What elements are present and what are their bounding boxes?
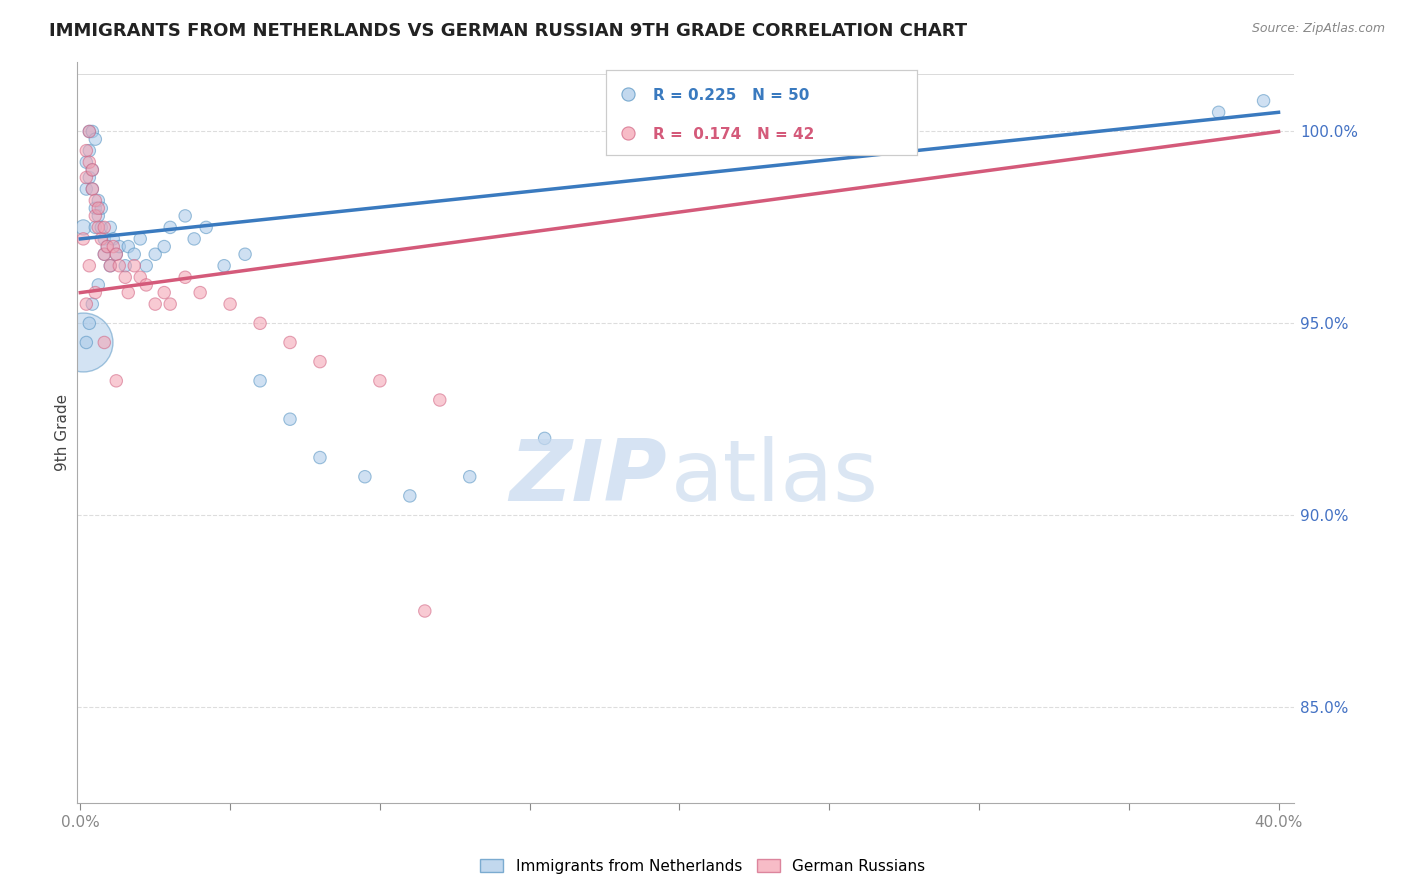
Point bbox=[278, 412, 301, 426]
Point bbox=[79, 124, 101, 138]
Point bbox=[114, 259, 136, 273]
Point bbox=[122, 247, 145, 261]
Point bbox=[75, 182, 97, 196]
Point bbox=[249, 374, 271, 388]
Point bbox=[1253, 94, 1275, 108]
Point bbox=[84, 209, 107, 223]
Point bbox=[219, 297, 242, 311]
Point bbox=[98, 259, 121, 273]
Point bbox=[533, 431, 555, 445]
Point bbox=[103, 232, 125, 246]
Point bbox=[93, 247, 115, 261]
Point bbox=[72, 220, 94, 235]
Text: Source: ZipAtlas.com: Source: ZipAtlas.com bbox=[1251, 22, 1385, 36]
Point bbox=[103, 239, 125, 253]
Point bbox=[96, 239, 118, 253]
Point bbox=[159, 297, 181, 311]
Point bbox=[105, 247, 128, 261]
Point bbox=[84, 194, 107, 208]
Point bbox=[79, 144, 101, 158]
Point bbox=[75, 170, 97, 185]
Point bbox=[96, 239, 118, 253]
Point bbox=[87, 220, 110, 235]
Point bbox=[93, 220, 115, 235]
Point bbox=[93, 232, 115, 246]
Point bbox=[233, 247, 256, 261]
Point bbox=[84, 132, 107, 146]
Point bbox=[98, 259, 121, 273]
Point bbox=[195, 220, 218, 235]
Point bbox=[135, 277, 157, 292]
Point bbox=[82, 162, 104, 177]
Point bbox=[153, 285, 176, 300]
Point bbox=[188, 285, 211, 300]
Text: IMMIGRANTS FROM NETHERLANDS VS GERMAN RUSSIAN 9TH GRADE CORRELATION CHART: IMMIGRANTS FROM NETHERLANDS VS GERMAN RU… bbox=[49, 22, 967, 40]
Point bbox=[159, 220, 181, 235]
Point bbox=[90, 232, 112, 246]
Point bbox=[79, 155, 101, 169]
Point bbox=[75, 335, 97, 350]
Point bbox=[93, 247, 115, 261]
Text: ZIP: ZIP bbox=[509, 435, 668, 518]
Point bbox=[429, 392, 451, 407]
Point bbox=[1208, 105, 1230, 120]
Point bbox=[87, 209, 110, 223]
Point bbox=[84, 201, 107, 215]
Y-axis label: 9th Grade: 9th Grade bbox=[55, 394, 70, 471]
Point bbox=[174, 270, 197, 285]
Point bbox=[105, 247, 128, 261]
Point bbox=[117, 239, 139, 253]
Point bbox=[368, 374, 391, 388]
Point bbox=[249, 316, 271, 330]
Point bbox=[129, 270, 152, 285]
Point bbox=[79, 124, 101, 138]
Point bbox=[75, 155, 97, 169]
Point bbox=[93, 335, 115, 350]
Point bbox=[108, 259, 131, 273]
Point bbox=[354, 469, 377, 483]
Legend: Immigrants from Netherlands, German Russians: Immigrants from Netherlands, German Russ… bbox=[474, 853, 932, 880]
Point bbox=[174, 209, 197, 223]
Point bbox=[79, 170, 101, 185]
Text: atlas: atlas bbox=[671, 435, 879, 518]
Point bbox=[183, 232, 205, 246]
Point bbox=[413, 604, 436, 618]
Point bbox=[108, 239, 131, 253]
Point bbox=[90, 201, 112, 215]
Point bbox=[84, 285, 107, 300]
Point bbox=[87, 194, 110, 208]
Point bbox=[309, 450, 332, 465]
Point bbox=[153, 239, 176, 253]
Point bbox=[212, 259, 235, 273]
Point bbox=[87, 201, 110, 215]
Point bbox=[787, 117, 810, 131]
Point bbox=[398, 489, 420, 503]
Point bbox=[72, 232, 94, 246]
Point bbox=[79, 259, 101, 273]
Point bbox=[122, 259, 145, 273]
Point bbox=[117, 285, 139, 300]
Point bbox=[79, 316, 101, 330]
Point bbox=[278, 335, 301, 350]
Point bbox=[82, 162, 104, 177]
Point bbox=[75, 144, 97, 158]
Point bbox=[84, 220, 107, 235]
Point bbox=[82, 124, 104, 138]
Point bbox=[135, 259, 157, 273]
Point bbox=[82, 182, 104, 196]
Point bbox=[87, 277, 110, 292]
Point bbox=[114, 270, 136, 285]
Point bbox=[82, 297, 104, 311]
Point bbox=[309, 354, 332, 368]
Point bbox=[72, 335, 94, 350]
Point bbox=[129, 232, 152, 246]
Point bbox=[90, 220, 112, 235]
Point bbox=[143, 297, 166, 311]
Point bbox=[82, 182, 104, 196]
Point bbox=[75, 297, 97, 311]
Point bbox=[105, 374, 128, 388]
Point bbox=[143, 247, 166, 261]
Point bbox=[98, 220, 121, 235]
Point bbox=[458, 469, 481, 483]
